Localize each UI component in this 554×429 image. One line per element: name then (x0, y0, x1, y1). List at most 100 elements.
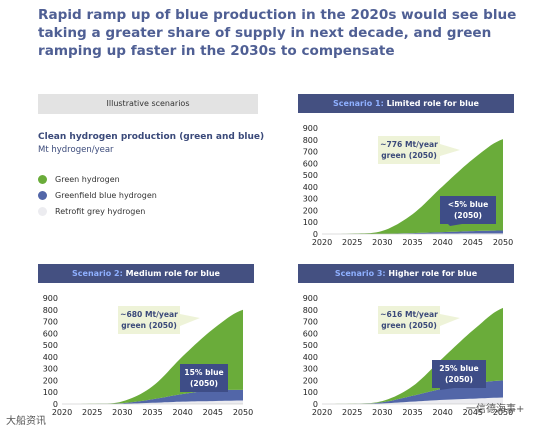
x-tick-label: 2020 (312, 238, 332, 247)
annotation-box (180, 364, 228, 392)
legend-item-blue: Greenfield blue hydrogen (38, 191, 157, 200)
y-tick-label: 500 (303, 171, 318, 180)
annotation-box (118, 306, 180, 334)
green-annotation: ~776 Mt/year green (2050) (378, 136, 460, 164)
scenario-1-suffix: Limited role for blue (386, 99, 479, 108)
y-tick-label: 400 (303, 353, 318, 362)
y-tick-label: 0 (313, 230, 318, 239)
blue-annotation: <5% blue (2050) (440, 196, 496, 226)
x-tick-label: 2020 (52, 408, 72, 417)
x-tick-label: 2050 (233, 408, 253, 417)
x-tick-label: 2030 (372, 408, 392, 417)
annotation-text-line: green (2050) (381, 321, 437, 330)
annotation-pointer (448, 224, 462, 226)
x-tick-label: 2030 (372, 238, 392, 247)
y-tick-label: 300 (303, 365, 318, 374)
y-tick-label: 800 (303, 136, 318, 145)
page-title: Rapid ramp up of blue production in the … (38, 7, 517, 59)
x-tick-label: 2035 (402, 238, 422, 247)
legend-title: Clean hydrogen production (green and blu… (38, 132, 265, 142)
illustrative-scenarios-label: Illustrative scenarios (38, 94, 258, 114)
annotation-pointer (440, 314, 460, 326)
legend-subtitle: Mt hydrogen/year (38, 145, 114, 155)
y-tick-label: 600 (43, 329, 58, 338)
watermark-right: 一信德海事+ (466, 404, 525, 415)
x-tick-label: 2040 (432, 408, 452, 417)
y-tick-label: 300 (303, 195, 318, 204)
blue-dot-icon (38, 191, 47, 200)
annotation-box (432, 360, 486, 388)
x-tick-label: 2045 (463, 408, 483, 417)
y-tick-label: 200 (303, 206, 318, 215)
y-tick-label: 500 (43, 341, 58, 350)
scenario-1-header: Scenario 1: Limited role for blue (298, 94, 514, 113)
scenario-3-prefix: Scenario 3: (334, 269, 386, 278)
y-tick-label: 200 (303, 376, 318, 385)
x-tick-label: 2045 (463, 238, 483, 247)
legend-item-green: Green hydrogen (38, 175, 120, 184)
y-tick-label: 200 (43, 376, 58, 385)
scenario-3-header: Scenario 3: Higher role for blue (298, 264, 514, 283)
annotation-text-line: ~680 Mt/year (120, 310, 178, 319)
annotation-box (440, 196, 496, 224)
x-tick-label: 2035 (142, 408, 162, 417)
y-tick-label: 100 (303, 388, 318, 397)
y-tick-label: 400 (43, 353, 58, 362)
annotation-text-line: ~616 Mt/year (380, 310, 438, 319)
annotation-text-line: (2050) (454, 211, 482, 220)
annotation-text-line: (2050) (445, 375, 473, 384)
scenario-2-header: Scenario 2: Medium role for blue (38, 264, 254, 283)
area-greenfield-blue-hydrogen (62, 389, 243, 404)
x-tick-label: 2025 (342, 238, 362, 247)
green-dot-icon (38, 175, 47, 184)
legend-label-grey: Retrofit grey hydrogen (55, 207, 146, 216)
annotation-pointer (180, 314, 200, 326)
green-annotation: ~680 Mt/year green (2050) (118, 306, 200, 334)
annotation-box (378, 136, 440, 164)
x-tick-label: 2020 (312, 408, 332, 417)
y-tick-label: 700 (43, 318, 58, 327)
annotation-text-line: ~776 Mt/year (380, 140, 438, 149)
legend-label-green: Green hydrogen (55, 175, 120, 184)
annotation-text-line: green (2050) (381, 151, 437, 160)
annotation-text-line: <5% blue (448, 200, 489, 209)
annotation-pointer (440, 388, 454, 390)
x-tick-label: 2030 (112, 408, 132, 417)
green-annotation: ~616 Mt/year green (2050) (378, 306, 460, 334)
annotation-box (378, 306, 440, 334)
annotation-text-line: 25% blue (439, 364, 478, 373)
y-tick-label: 600 (303, 329, 318, 338)
area-retrofit-grey-hydrogen (322, 397, 503, 404)
annotation-text-line: (2050) (190, 379, 218, 388)
legend-label-blue: Greenfield blue hydrogen (55, 191, 157, 200)
x-tick-label: 2025 (82, 408, 102, 417)
x-tick-label: 2025 (342, 408, 362, 417)
x-tick-label: 2040 (172, 408, 192, 417)
x-tick-label: 2035 (402, 408, 422, 417)
x-tick-label: 2050 (493, 408, 513, 417)
blue-annotation: 25% blue (2050) (432, 360, 486, 390)
y-tick-label: 700 (303, 318, 318, 327)
y-tick-label: 100 (303, 218, 318, 227)
watermark-left: 大船资讯 (6, 416, 46, 427)
x-tick-label: 2040 (432, 238, 452, 247)
area-retrofit-grey-hydrogen (62, 400, 243, 404)
y-tick-label: 0 (53, 400, 58, 409)
scenario-1-prefix: Scenario 1: (333, 99, 384, 108)
y-tick-label: 100 (43, 388, 58, 397)
y-tick-label: 300 (43, 365, 58, 374)
legend-item-grey: Retrofit grey hydrogen (38, 207, 145, 216)
y-tick-label: 0 (313, 400, 318, 409)
x-tick-label: 2045 (203, 408, 223, 417)
annotation-text-line: 15% blue (184, 368, 223, 377)
y-tick-label: 800 (43, 306, 58, 315)
y-tick-label: 900 (303, 294, 318, 303)
y-tick-label: 700 (303, 148, 318, 157)
scenario-3-suffix: Higher role for blue (388, 269, 478, 278)
annotation-text-line: green (2050) (121, 321, 177, 330)
blue-annotation: 15% blue (2050) (180, 364, 228, 392)
x-tick-label: 2050 (493, 238, 513, 247)
